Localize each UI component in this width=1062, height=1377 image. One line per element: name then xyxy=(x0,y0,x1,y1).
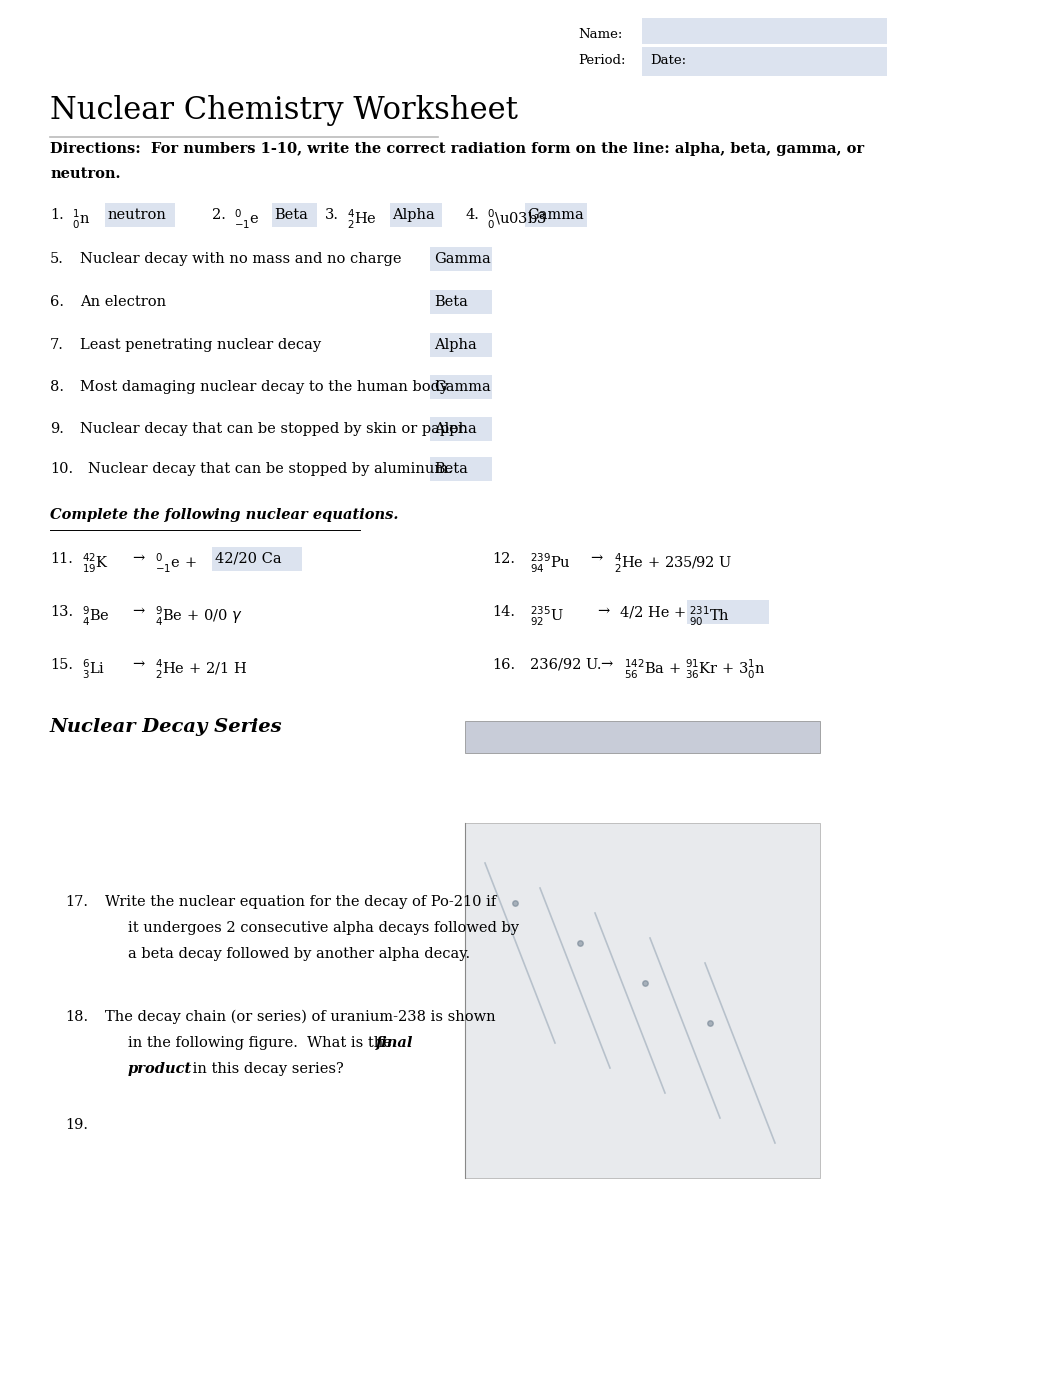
Bar xyxy=(525,202,587,227)
Text: Nuclear decay that can be stopped by aluminum.: Nuclear decay that can be stopped by alu… xyxy=(88,463,452,476)
Bar xyxy=(272,202,316,227)
Text: Least penetrating nuclear decay: Least penetrating nuclear decay xyxy=(80,337,321,353)
Bar xyxy=(430,333,492,357)
Text: $^{9}_{4}$Be + 0/0 $\gamma$: $^{9}_{4}$Be + 0/0 $\gamma$ xyxy=(155,605,242,628)
Bar xyxy=(430,246,492,271)
Text: Beta: Beta xyxy=(434,463,468,476)
Bar xyxy=(430,417,492,441)
Text: 4/2 He +: 4/2 He + xyxy=(620,605,686,620)
Text: 2.: 2. xyxy=(212,208,226,222)
Text: $^{4}_{2}$He + 235/92 U: $^{4}_{2}$He + 235/92 U xyxy=(614,552,732,576)
Text: 17.: 17. xyxy=(65,895,88,909)
Text: 10.: 10. xyxy=(50,463,73,476)
Text: Nuclear decay that can be stopped by skin or paper.: Nuclear decay that can be stopped by ski… xyxy=(80,421,467,437)
Text: $^{4}_{2}$He: $^{4}_{2}$He xyxy=(347,208,377,231)
Text: in the following figure.  What is the: in the following figure. What is the xyxy=(129,1036,396,1051)
Text: $^{0}_{0}$\u03b3: $^{0}_{0}$\u03b3 xyxy=(487,208,547,231)
Text: 236/92 U.: 236/92 U. xyxy=(530,658,601,672)
Bar xyxy=(430,375,492,399)
Text: $^{4}_{2}$He + 2/1 H: $^{4}_{2}$He + 2/1 H xyxy=(155,658,247,682)
Text: Alpha: Alpha xyxy=(434,337,477,353)
Text: →: → xyxy=(132,605,144,620)
Text: $^{142}_{56}$Ba + $^{91}_{36}$Kr + 3$^{1}_{0}$n: $^{142}_{56}$Ba + $^{91}_{36}$Kr + 3$^{1… xyxy=(624,658,766,682)
Text: 7.: 7. xyxy=(50,337,64,353)
Text: 42/20 Ca: 42/20 Ca xyxy=(215,552,281,566)
Text: 16.: 16. xyxy=(492,658,515,672)
Text: Beta: Beta xyxy=(434,295,468,308)
Text: Nuclear Decay Series: Nuclear Decay Series xyxy=(50,717,282,735)
Text: Gamma: Gamma xyxy=(434,252,491,266)
Bar xyxy=(687,600,769,624)
Text: →: → xyxy=(600,658,613,672)
Bar xyxy=(430,291,492,314)
Text: $^{1}_{0}$n: $^{1}_{0}$n xyxy=(72,208,90,231)
Text: Nuclear Chemistry Worksheet: Nuclear Chemistry Worksheet xyxy=(50,95,518,127)
Text: Alpha: Alpha xyxy=(434,421,477,437)
Bar xyxy=(643,47,887,76)
Bar xyxy=(643,18,887,44)
Text: 3.: 3. xyxy=(325,208,339,222)
Text: $^{0}_{-1}$e: $^{0}_{-1}$e xyxy=(234,208,259,231)
Text: The decay chain (or series) of uranium-238 is shown: The decay chain (or series) of uranium-2… xyxy=(105,1009,496,1024)
Text: final: final xyxy=(376,1036,413,1051)
Text: →: → xyxy=(590,552,602,566)
Bar xyxy=(430,457,492,481)
Text: 11.: 11. xyxy=(50,552,73,566)
Bar xyxy=(465,722,820,753)
Bar xyxy=(390,202,442,227)
Text: 6.: 6. xyxy=(50,295,64,308)
Text: Period:: Period: xyxy=(578,55,626,67)
Text: Name:: Name: xyxy=(578,29,622,41)
Text: Complete the following nuclear equations.: Complete the following nuclear equations… xyxy=(50,508,398,522)
Text: 18.: 18. xyxy=(65,1009,88,1024)
Text: Directions:  For numbers 1-10, write the correct radiation form on the line: alp: Directions: For numbers 1-10, write the … xyxy=(50,142,864,156)
Text: it undergoes 2 consecutive alpha decays followed by: it undergoes 2 consecutive alpha decays … xyxy=(129,921,519,935)
Text: →: → xyxy=(132,552,144,566)
Text: 4.: 4. xyxy=(465,208,479,222)
Bar xyxy=(212,547,302,571)
Text: Most damaging nuclear decay to the human body: Most damaging nuclear decay to the human… xyxy=(80,380,448,394)
Text: a beta decay followed by another alpha decay.: a beta decay followed by another alpha d… xyxy=(129,947,470,961)
Text: $^{9}_{4}$Be: $^{9}_{4}$Be xyxy=(82,605,109,628)
Text: →: → xyxy=(132,658,144,672)
Text: 13.: 13. xyxy=(50,605,73,620)
Text: Gamma: Gamma xyxy=(527,208,584,222)
Text: $^{0}_{-1}$e +: $^{0}_{-1}$e + xyxy=(155,552,196,576)
Text: Nuclear decay with no mass and no charge: Nuclear decay with no mass and no charge xyxy=(80,252,401,266)
Text: 19.: 19. xyxy=(65,1118,88,1132)
Text: neutron.: neutron. xyxy=(50,167,120,180)
Text: $^{239}_{94}$Pu: $^{239}_{94}$Pu xyxy=(530,552,571,576)
Text: $^{42}_{19}$K: $^{42}_{19}$K xyxy=(82,552,108,576)
Text: Write the nuclear equation for the decay of Po-210 if: Write the nuclear equation for the decay… xyxy=(105,895,496,909)
Text: $^{6}_{3}$Li: $^{6}_{3}$Li xyxy=(82,658,105,682)
Bar xyxy=(105,202,175,227)
Text: An electron: An electron xyxy=(80,295,166,308)
Text: Gamma: Gamma xyxy=(434,380,491,394)
Text: 1.: 1. xyxy=(50,208,64,222)
Text: 5.: 5. xyxy=(50,252,64,266)
Text: →: → xyxy=(597,605,610,620)
Text: neutron: neutron xyxy=(107,208,166,222)
Text: Alpha: Alpha xyxy=(392,208,434,222)
Text: Beta: Beta xyxy=(274,208,308,222)
Text: 14.: 14. xyxy=(492,605,515,620)
Text: 9.: 9. xyxy=(50,421,64,437)
Text: 15.: 15. xyxy=(50,658,73,672)
Text: product: product xyxy=(129,1062,192,1075)
Text: Date:: Date: xyxy=(650,55,686,67)
Bar xyxy=(465,823,820,1177)
Text: $^{235}_{92}$U: $^{235}_{92}$U xyxy=(530,605,564,628)
Text: 12.: 12. xyxy=(492,552,515,566)
Text: in this decay series?: in this decay series? xyxy=(188,1062,344,1075)
Text: $^{231}_{90}$Th: $^{231}_{90}$Th xyxy=(689,605,730,628)
Text: 8.: 8. xyxy=(50,380,64,394)
